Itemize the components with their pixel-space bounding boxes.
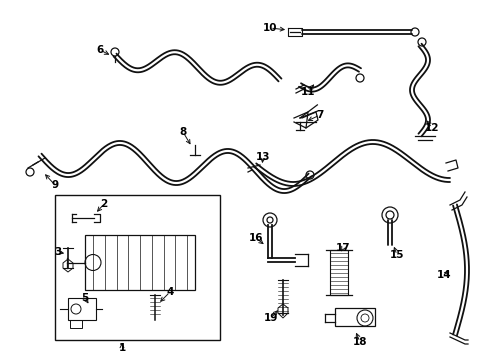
Text: 2: 2 [100,199,107,209]
Bar [68,298,96,320]
Text: 7: 7 [316,110,323,120]
Text: 4: 4 [166,287,173,297]
Text: 14: 14 [436,270,450,280]
Text: 8: 8 [179,127,186,137]
Bar [334,308,374,326]
Bar [55,195,220,340]
Text: 10: 10 [262,23,277,33]
Bar [85,235,195,290]
Text: 5: 5 [81,293,88,303]
Text: 11: 11 [300,87,315,97]
Bar [329,250,347,295]
Text: 13: 13 [255,152,270,162]
Text: 15: 15 [389,250,404,260]
Bar [70,320,82,328]
Text: 16: 16 [248,233,263,243]
Text: 6: 6 [96,45,103,55]
Text: 17: 17 [335,243,349,253]
Text: 19: 19 [263,313,278,323]
Text: 3: 3 [54,247,61,257]
Text: 18: 18 [352,337,366,347]
Text: 12: 12 [424,123,438,133]
Text: 1: 1 [118,343,125,353]
Text: 9: 9 [51,180,59,190]
